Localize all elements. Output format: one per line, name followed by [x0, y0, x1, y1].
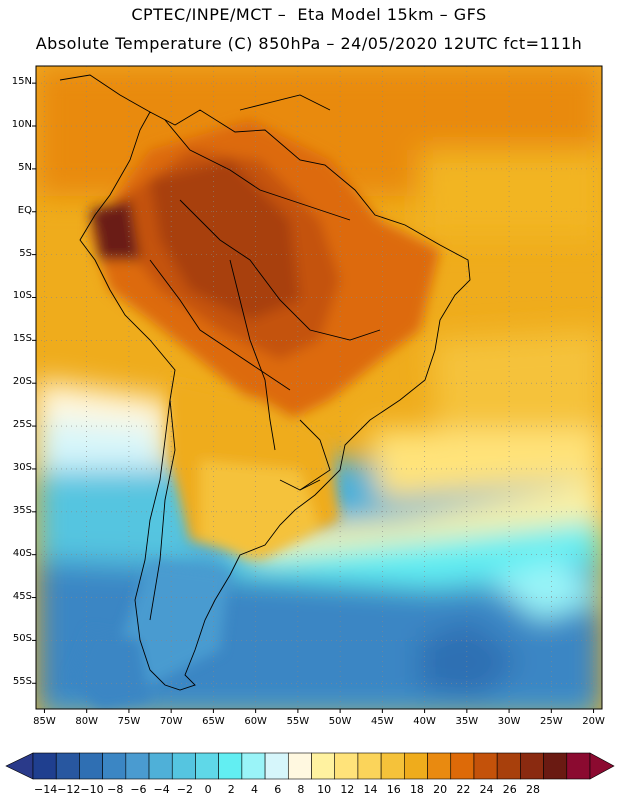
colorbar-label: 26 — [502, 783, 517, 796]
title-line-1: CPTEC/INPE/MCT – Eta Model 15km – GFS — [131, 5, 487, 24]
lat-label: 50S — [12, 633, 32, 645]
map-grid — [36, 66, 602, 709]
lat-label: 30S — [12, 461, 32, 473]
lon-label: 25W — [540, 716, 563, 727]
colorbar-swatch — [404, 752, 428, 780]
colorbar-swatch — [450, 752, 475, 780]
lat-label: 35S — [12, 504, 32, 516]
colorbar-swatch — [427, 752, 452, 780]
lat-label: 40S — [12, 547, 32, 559]
colorbar-label: 24 — [479, 783, 494, 796]
colorbar-swatch — [102, 752, 127, 780]
lon-label: 75W — [117, 716, 141, 727]
lat-label: EQ — [17, 204, 32, 216]
lon-label: 40W — [413, 716, 436, 727]
colorbar-swatch — [334, 752, 359, 780]
colorbar-swatch — [55, 752, 80, 780]
lat-label: 20S — [12, 376, 32, 388]
map-frame — [35, 65, 603, 710]
colorbar-swatch — [287, 752, 312, 780]
colorbar-label: 0 — [204, 783, 212, 796]
colorbar-label: −12 — [57, 783, 81, 796]
colorbar-label: 16 — [386, 783, 401, 796]
colorbar-swatch — [218, 752, 243, 780]
colorbar-label: 22 — [456, 783, 471, 796]
colorbar-label: −8 — [107, 783, 124, 796]
colorbar-label: −2 — [176, 783, 193, 796]
colorbar-label: 2 — [227, 783, 235, 796]
colorbar-label: −10 — [80, 783, 104, 796]
colorbar-label: 14 — [363, 783, 378, 796]
lon-label: 20W — [582, 716, 605, 727]
lon-label: 70W — [159, 716, 183, 727]
colorbar-swatch — [79, 752, 103, 780]
colorbar-swatch — [311, 752, 336, 780]
lat-label: 5N — [18, 161, 32, 173]
lon-label: 85W — [33, 716, 56, 727]
lat-label: 15S — [12, 333, 32, 345]
colorbar-label: −4 — [153, 783, 170, 796]
colorbar-label: 18 — [409, 783, 424, 796]
colorbar-label: 6 — [274, 783, 282, 796]
colorbar-swatch — [171, 752, 196, 780]
colorbar-label: −14 — [33, 783, 58, 796]
lon-label: 30W — [497, 716, 521, 727]
lat-label: 55S — [12, 676, 32, 688]
axis-ticks — [32, 82, 595, 713]
colorbar-label: 28 — [525, 783, 540, 796]
colorbar-label: 10 — [317, 783, 332, 796]
temperature-field — [36, 66, 602, 709]
colorbar-label: −6 — [130, 783, 147, 796]
title-line-2: Absolute Temperature (C) 850hPa – 24/05/… — [35, 34, 583, 53]
lon-label: 50W — [328, 716, 352, 727]
colorbar-label: 8 — [297, 783, 305, 796]
colorbar-swatch — [241, 752, 266, 780]
colorbar-swatch — [195, 752, 219, 780]
lon-label: 65W — [202, 716, 225, 727]
colorbar-label: 4 — [250, 783, 258, 796]
lat-label: 10N — [11, 119, 32, 130]
coastlines — [59, 74, 471, 691]
lat-label: 15N — [11, 76, 32, 88]
colorbar-swatch — [380, 752, 405, 780]
colorbar-swatch — [148, 752, 173, 780]
colorbar-over-arrow — [589, 752, 615, 780]
colorbar-swatch — [125, 752, 150, 780]
lon-label: 60W — [244, 716, 267, 727]
colorbar-under-arrow — [5, 752, 34, 780]
colorbar-swatch — [520, 752, 544, 780]
lat-label: 5S — [19, 247, 32, 259]
colorbar-swatch — [473, 752, 498, 780]
colorbar-label: 12 — [340, 783, 355, 796]
colorbar-swatch — [357, 752, 382, 780]
lon-label: 45W — [371, 716, 394, 727]
lat-label: 10S — [12, 290, 32, 302]
colorbar-swatch — [496, 752, 521, 780]
colorbar-swatch — [543, 752, 568, 780]
lon-label: 55W — [286, 716, 310, 727]
colorbar-swatch — [264, 752, 289, 780]
colorbar-swatch — [566, 752, 591, 780]
colorbar-swatch — [32, 752, 57, 780]
colorbar-label: 20 — [433, 783, 448, 796]
colorbar — [5, 752, 615, 780]
lon-label: 80W — [75, 716, 98, 727]
lat-label: 25S — [12, 419, 32, 431]
lat-label: 45S — [12, 590, 32, 602]
lon-label: 35W — [455, 716, 479, 727]
